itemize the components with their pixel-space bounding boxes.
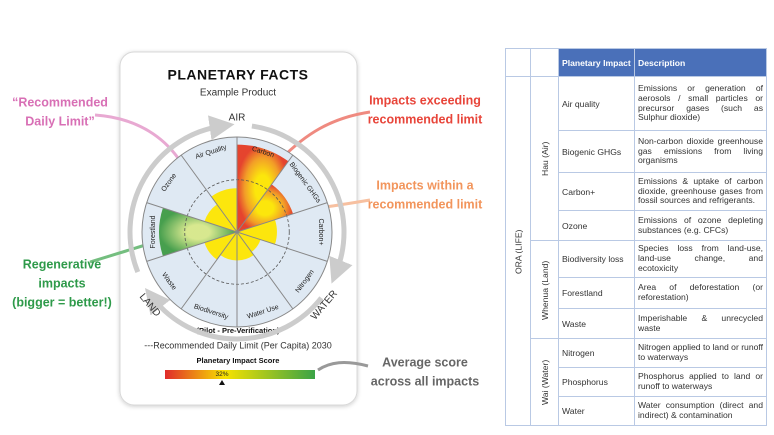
outer-label: ORA (LIFE) <box>505 76 531 426</box>
segment-divider <box>180 231 238 310</box>
column-header: Planetary Impact <box>558 48 635 77</box>
impact-wedge <box>204 232 237 260</box>
annotation: recommended limit <box>368 112 483 126</box>
table-row: Wai (Water) Nitrogen Nitrogen applied to l… <box>506 338 767 426</box>
impact-description: Emissions & uptake of carbon dioxide, gr… <box>634 172 767 211</box>
table-row: Carbon+ Emissions & uptake of carbon diox… <box>506 172 767 211</box>
annotation: (bigger = better!) <box>12 295 112 309</box>
limit-legend: ---Recommended Daily Limit (Per Capita) … <box>144 340 332 350</box>
group-text: Wai (Water) <box>539 359 550 405</box>
impact-description: Imperishable & unrecycled waste <box>634 308 767 339</box>
impact-wedge <box>237 184 294 232</box>
annotation: recommended limit <box>368 197 483 211</box>
blank-header <box>530 48 559 77</box>
segment-label: Carbon+ <box>317 218 324 245</box>
table-row: Whenua (Land) Biodiversity loss Species lo… <box>506 240 767 339</box>
impact-description: Water consumption (direct and indirect) … <box>634 396 767 426</box>
group-text: Hau (Air) <box>539 141 550 176</box>
annotation: Daily Limit” <box>25 114 94 128</box>
annotation: across all impacts <box>371 374 479 388</box>
impact-name: Phosphorus <box>558 367 635 397</box>
impact-description: Species loss from land-use, land-use cha… <box>634 240 767 278</box>
table-row: Waste Imperishable & unrecycled waste <box>506 308 767 339</box>
score-bar <box>165 370 315 379</box>
impact-name: Forestland <box>558 277 635 309</box>
arrow <box>94 113 180 159</box>
group-text: Whenua (Land) <box>539 259 550 320</box>
impact-wedge <box>204 204 237 232</box>
impact-name: Ozone <box>558 210 635 241</box>
impact-description: Area of deforestation (or reforestation) <box>634 277 767 309</box>
group-label: AIR <box>229 113 246 124</box>
score-marker <box>219 380 225 385</box>
impact-table: Planetary Impact Description ORA (LIFE) Hau… <box>505 48 767 426</box>
impact-wedge <box>220 232 237 261</box>
segment-divider <box>236 231 294 310</box>
impact-wedge <box>159 207 237 257</box>
score-title: Planetary Impact Score <box>197 356 280 365</box>
impact-name: Biogenic GHGs <box>558 130 635 173</box>
group-label: Hau (Air) <box>530 76 559 241</box>
impact-name: Water <box>558 396 635 426</box>
group-label: Wai (Water) <box>530 338 559 426</box>
arrow <box>280 110 371 160</box>
segment-divider <box>236 231 328 262</box>
impact-wedge <box>237 232 261 252</box>
annotation: Average score <box>382 355 468 369</box>
impact-name: Nitrogen <box>558 338 635 368</box>
impact-name: Air quality <box>558 76 635 131</box>
header-row: Planetary Impact Description <box>505 48 767 77</box>
table-row: Water Water consumption (direct and indir… <box>506 396 767 426</box>
impact-name: Carbon+ <box>558 172 635 211</box>
table-row: Ozone Emissions of ozone depleting substa… <box>506 210 767 241</box>
table-row: Forestland Area of deforestation (or refo… <box>506 277 767 309</box>
annotation: Impacts exceeding <box>369 93 481 107</box>
arrow <box>317 361 369 372</box>
outer-text: ORA (LIFE) <box>513 228 523 274</box>
impact-wedge <box>237 144 289 232</box>
cycle-arrow <box>144 288 324 342</box>
cycle-arrow <box>127 115 235 274</box>
table-row: Phosphorus Phosphorus applied to land or … <box>506 367 767 397</box>
segment-divider <box>146 202 238 233</box>
segment-label: Forestland <box>150 215 157 248</box>
segment-divider <box>146 231 238 262</box>
segment-divider <box>236 202 328 233</box>
annotation: impacts <box>38 276 85 290</box>
annotation: Impacts within a <box>376 178 474 192</box>
impact-description: Non-carbon dioxide greenhouse gas emissi… <box>634 130 767 173</box>
status: (Pilot - Pre-Verification) <box>197 326 280 335</box>
column-header: Description <box>634 48 767 77</box>
impact-name: Waste <box>558 308 635 339</box>
blank-header <box>505 48 531 77</box>
impact-description: Emissions or generation of aerosols / sm… <box>634 76 767 131</box>
segment-divider <box>180 154 238 233</box>
card-subtitle: Example Product <box>200 88 276 99</box>
annotation: Regenerative <box>23 257 102 271</box>
annotation: “Recommended <box>12 95 108 109</box>
impact-wedge <box>211 188 237 232</box>
impact-wedge <box>237 232 254 261</box>
table-row: ORA (LIFE) Hau (Air) Air quality Emissions … <box>505 76 767 426</box>
impact-wedge <box>237 219 277 245</box>
table-row: Biogenic GHGs Non-carbon dioxide greenhou… <box>506 130 767 173</box>
card-title: PLANETARY FACTS <box>167 67 308 83</box>
cycle-arrow <box>251 123 353 284</box>
impact-description: Nitrogen applied to land or runoff to wa… <box>634 338 767 368</box>
score-label: 32% <box>215 371 228 378</box>
group-label: Whenua (Land) <box>530 240 559 339</box>
impact-name: Biodiversity loss <box>558 240 635 278</box>
impact-description: Emissions of ozone depleting substances … <box>634 210 767 241</box>
wheel-rim <box>141 136 333 328</box>
segment-divider <box>236 154 294 233</box>
impact-description: Phosphorus applied to land or runoff to … <box>634 367 767 397</box>
